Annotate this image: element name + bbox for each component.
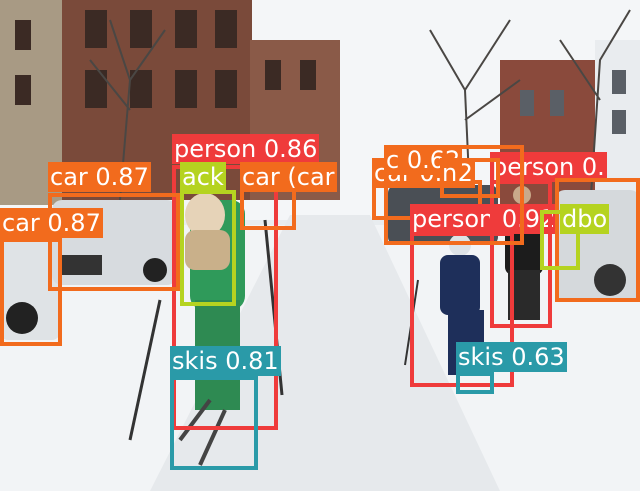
detection-label-car: car (car (240, 162, 337, 192)
detection-box-skis (456, 372, 494, 394)
detection-label-skis: skis 0.81 (170, 346, 281, 376)
detection-label-person: person 0. (490, 152, 607, 182)
detection-box-skis (170, 376, 258, 470)
detection-label-backpack: ack (180, 162, 226, 192)
detection-box-person (410, 232, 514, 387)
detection-label-car: car 0.87 (48, 162, 151, 192)
detection-box-backpack (180, 190, 236, 306)
detection-label-skis: skis 0.63 (456, 342, 567, 372)
bare-trees (89, 9, 631, 211)
skier-adult (128, 193, 284, 466)
detection-label-car: car 0.87 (0, 208, 103, 238)
detection-label-person: person 0.86 (172, 134, 320, 164)
detection-label-car: c 0.62 (384, 145, 463, 175)
right-windows (520, 70, 626, 134)
detection-box-car (240, 188, 296, 230)
building-windows (15, 10, 316, 108)
detection-label-backpack: dbo (560, 204, 610, 234)
detection-box-car (555, 178, 640, 302)
detection-box-car (48, 193, 180, 291)
detection-label-person: person 0.92 (410, 204, 558, 234)
detection-box-car (0, 238, 62, 346)
road-slush (150, 215, 500, 491)
detection-label-car: n (440, 158, 460, 188)
